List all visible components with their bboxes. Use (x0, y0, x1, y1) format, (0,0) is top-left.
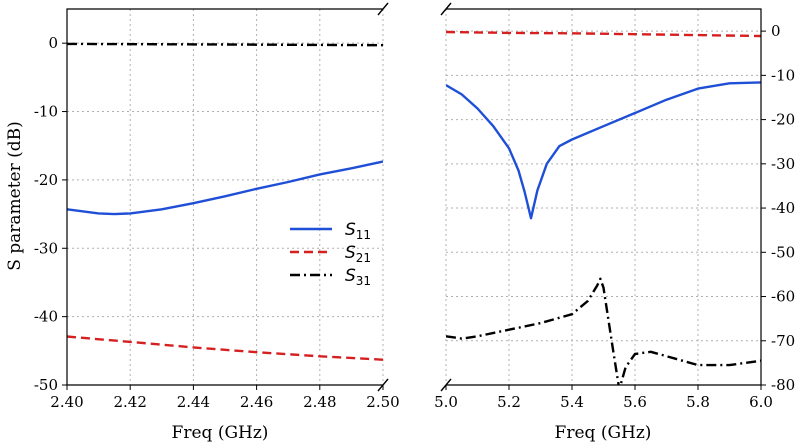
right-series-s11 (446, 81, 761, 220)
axis-break-mark-2 (440, 2, 452, 16)
right-ytick-label-8: -80 (771, 376, 795, 394)
y-axis-title: S parameter (dB) (5, 121, 25, 271)
right-ytick-label-5: -50 (771, 243, 795, 261)
series-layer (67, 30, 761, 385)
right-xtick-label-3: 5.6 (623, 393, 647, 411)
right-ytick-label-7: -70 (771, 332, 795, 350)
left-ytick-label-0: 0 (48, 34, 58, 52)
legend-label-s11: S11 (345, 220, 371, 242)
x-axis-title-left: Freq (GHz) (172, 423, 269, 443)
legend-label-s31: S31 (345, 266, 371, 288)
right-xtick-label-2: 5.4 (560, 393, 584, 411)
tick-layer: 2.40 2.42 2.44 2.46 2.48 2.50 0 -10 -20 -30 -40 -50… (34, 22, 795, 411)
left-series-s11 (67, 160, 383, 216)
right-ytick-label-1: -10 (771, 66, 795, 84)
right-ytick-label-3: -30 (771, 155, 795, 173)
left-ytick-label-3: -30 (34, 239, 58, 257)
right-ytick-label-0: 0 (771, 22, 781, 40)
right-xtick-label-4: 5.8 (686, 393, 710, 411)
left-panel-frame (66, 8, 383, 386)
left-xtick-label-0: 2.40 (50, 393, 83, 411)
left-xtick-label-1: 2.42 (113, 393, 146, 411)
right-series-s31 (446, 277, 761, 385)
left-ytick-label-1: -10 (34, 103, 58, 121)
right-series-s21 (446, 30, 761, 38)
grid-layer (66, 9, 762, 386)
right-ytick-label-2: -20 (771, 111, 795, 129)
right-panel-frame (446, 8, 762, 386)
left-xtick-label-5: 2.50 (366, 393, 399, 411)
left-ytick-label-2: -20 (34, 171, 58, 189)
left-series-s31 (67, 42, 383, 47)
left-xtick-label-3: 2.46 (240, 393, 273, 411)
right-xtick-label-5: 6.0 (749, 393, 773, 411)
left-xtick-label-2: 2.44 (177, 393, 210, 411)
right-xtick-label-0: 5.0 (434, 393, 458, 411)
right-xtick-label-1: 5.2 (497, 393, 521, 411)
left-xtick-label-4: 2.48 (303, 393, 336, 411)
left-ytick-label-5: -50 (34, 376, 58, 394)
frame-layer (66, 2, 762, 392)
left-ytick-label-4: -40 (34, 308, 58, 326)
right-ytick-label-4: -40 (771, 199, 795, 217)
right-ytick-label-6: -60 (771, 288, 795, 306)
axis-break-mark-0 (377, 2, 389, 16)
legend-label-s21: S21 (345, 243, 371, 265)
left-series-s21 (67, 335, 383, 361)
x-axis-title-right: Freq (GHz) (555, 423, 652, 443)
